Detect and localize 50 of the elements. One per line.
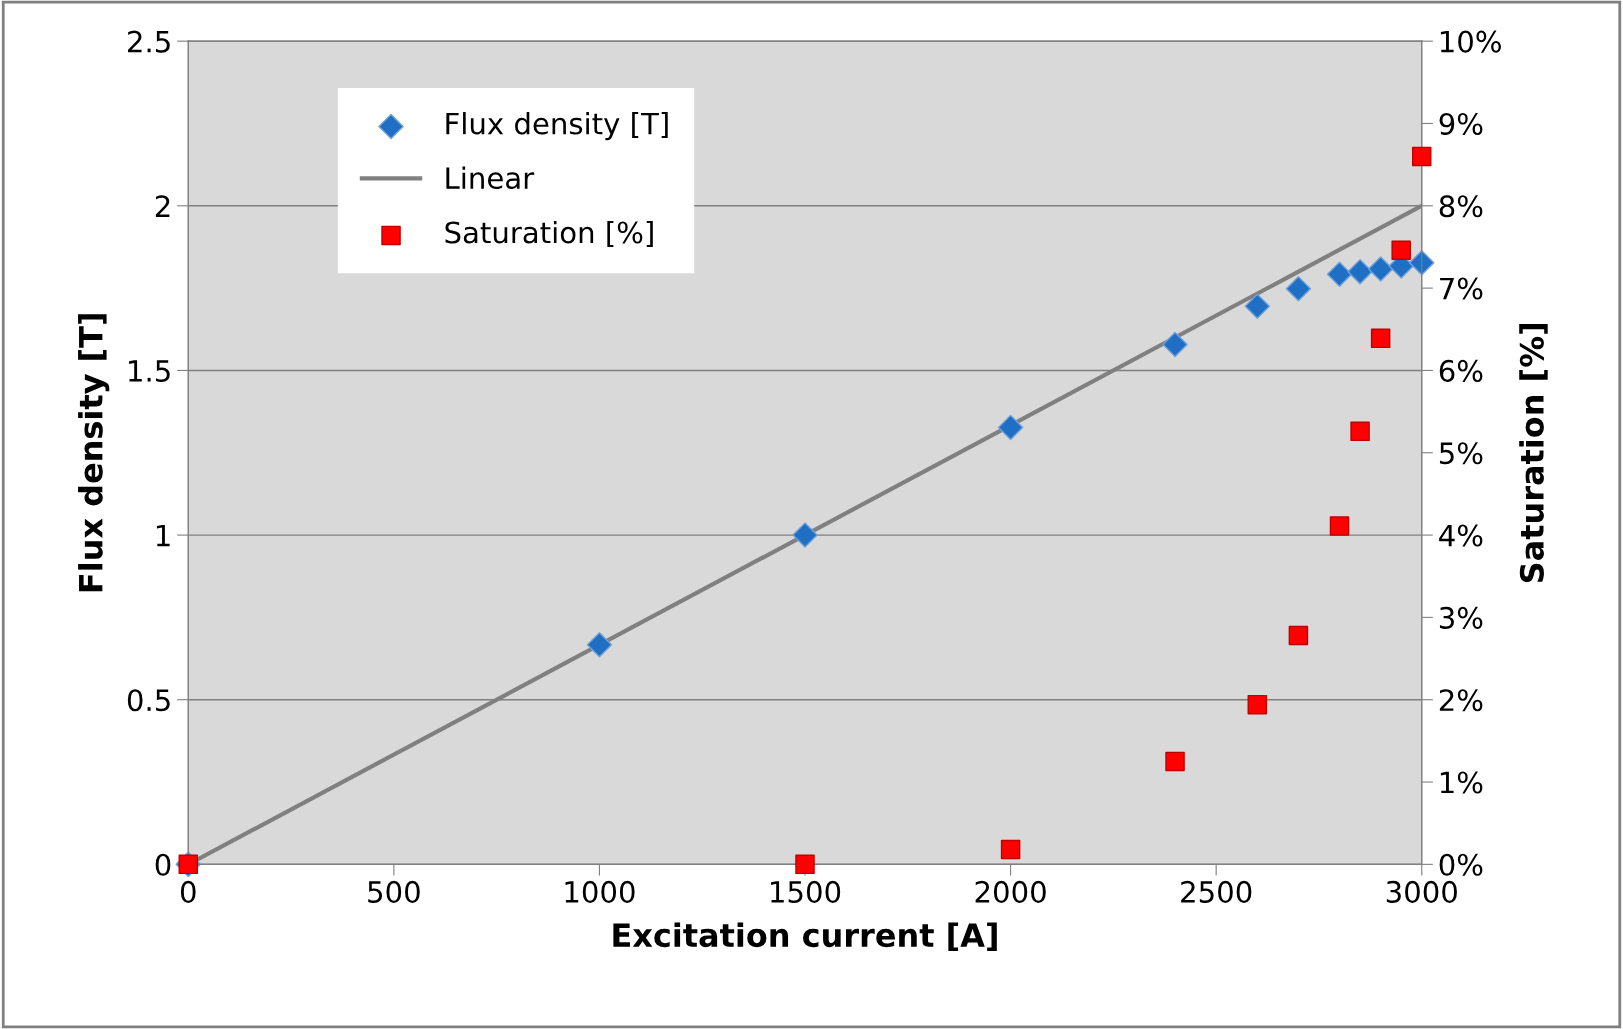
point <box>792 522 818 548</box>
legend-label: Linear <box>446 166 535 190</box>
y2-tick-label: 4% <box>1439 524 1483 547</box>
y2-tick-label: 10% <box>1440 30 1501 53</box>
y-tick-label: 0 <box>155 853 171 876</box>
y2-tick-label: 1% <box>1440 771 1483 794</box>
legend-label: Flux density [T] <box>446 112 668 141</box>
y2-tick-label: 6% <box>1439 359 1483 382</box>
y2-tick-label: 7% <box>1440 277 1483 300</box>
y2-tick-label: 8% <box>1439 195 1483 218</box>
point <box>1244 293 1271 319</box>
x-axis-title: Excitation current [A] <box>613 922 997 951</box>
x-tick-label: 2500 <box>1181 880 1252 903</box>
y2-tick-label: 3% <box>1439 606 1483 629</box>
point <box>1326 261 1353 288</box>
legend-label: Saturation [%] <box>445 220 653 247</box>
x-tick-label: 1000 <box>565 880 635 903</box>
y-tick-label: 1 <box>156 524 170 547</box>
point <box>586 632 613 658</box>
point <box>1391 240 1411 261</box>
point <box>1412 146 1432 167</box>
x-tick-label: 2000 <box>975 880 1046 903</box>
point <box>997 414 1024 441</box>
y2-tick-label: 0% <box>1439 853 1483 876</box>
y2-axis-title: Saturation [%] <box>1519 323 1548 583</box>
point <box>1329 516 1350 536</box>
x-tick-label: 1500 <box>771 880 841 903</box>
y2-tick-label: 2% <box>1439 689 1483 712</box>
point <box>1165 751 1185 772</box>
point <box>1367 256 1394 282</box>
point <box>1162 331 1188 358</box>
point <box>795 854 815 875</box>
y-tick-label: 0.5 <box>127 689 170 712</box>
point <box>1000 839 1021 860</box>
x-tick-label: 0 <box>180 880 196 903</box>
point <box>1247 694 1268 715</box>
point <box>1370 328 1391 349</box>
point <box>1350 421 1370 442</box>
y-axis-title: Flux density [T] <box>78 314 110 592</box>
y-tick-label: 2 <box>155 195 170 217</box>
point <box>1347 258 1373 285</box>
x-tick-label: 3000 <box>1386 880 1457 903</box>
point <box>1285 276 1312 302</box>
point <box>1409 250 1435 276</box>
y-tick-label: 1.5 <box>129 360 170 382</box>
point <box>1288 625 1309 646</box>
y2-tick-label: 9% <box>1439 112 1483 135</box>
y-tick-label: 2.5 <box>128 30 170 53</box>
y2-tick-label: 5% <box>1439 442 1483 465</box>
x-tick-label: 500 <box>368 880 420 903</box>
